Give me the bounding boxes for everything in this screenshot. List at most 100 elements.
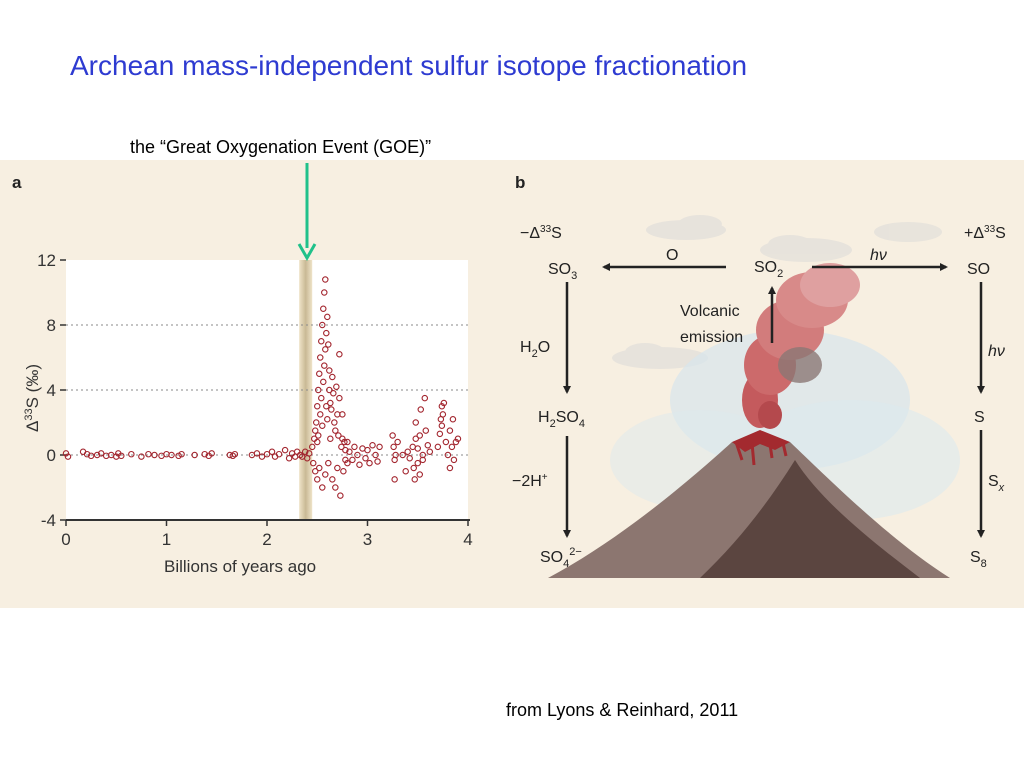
y-tick-label: 8 [47, 316, 56, 335]
panel-b-labels: −Δ33S +Δ33S SO3 SO2 SO O hν hν Volcanic … [512, 224, 1006, 570]
data-point [448, 443, 456, 451]
data-point [414, 445, 421, 452]
so4-label: SO42− [540, 546, 582, 570]
data-point [301, 448, 309, 455]
x-ticks: 0 1 2 3 4 [61, 520, 473, 549]
data-point [93, 451, 101, 459]
so3-sub: 3 [571, 270, 577, 282]
s-label: S [974, 409, 985, 426]
data-point [311, 467, 319, 475]
data-point [426, 448, 434, 455]
data-point [258, 453, 266, 460]
s8-label: S8 [970, 549, 987, 570]
data-point [438, 403, 446, 410]
so-label: SO [967, 261, 990, 278]
y-tick-label: -4 [41, 511, 56, 530]
x-tick-label: 3 [363, 530, 372, 549]
data-point [414, 459, 421, 467]
data-point [372, 451, 379, 459]
panel-b-label: b [515, 173, 525, 192]
pos-delta-sup: 33 [984, 224, 996, 235]
data-point [344, 459, 351, 467]
data-point [324, 415, 331, 423]
so2-label: SO2 [754, 259, 783, 280]
hv-label-top: hν [870, 247, 887, 264]
data-point [339, 435, 346, 442]
data-point [444, 451, 452, 459]
data-point [318, 338, 325, 345]
neg-delta-prefix: −Δ [520, 225, 540, 242]
data-point [317, 411, 324, 418]
s8-sub: 8 [981, 558, 987, 570]
pos-delta-label: +Δ33S [964, 224, 1006, 242]
reaction-arrows [563, 263, 985, 538]
data-point [342, 456, 349, 464]
h2o-sub: 2 [532, 348, 538, 360]
data-point [449, 415, 457, 423]
x-tick-label: 4 [463, 530, 472, 549]
sx-sub: x [998, 482, 1005, 494]
x-axis-title: Billions of years ago [164, 557, 316, 576]
data-point [402, 467, 409, 475]
data-points [62, 276, 462, 499]
volcanic-line-2: emission [680, 329, 743, 346]
data-point [374, 458, 381, 465]
data-point [320, 305, 327, 313]
so4-text: SO [540, 549, 563, 566]
neg-delta-sup: 33 [540, 224, 552, 235]
data-point [308, 443, 316, 451]
data-point [311, 427, 319, 434]
data-point [83, 450, 91, 458]
data-point [118, 452, 125, 460]
data-point [422, 427, 430, 434]
x-tick-label: 2 [262, 530, 271, 549]
s8-text: S [970, 549, 981, 566]
data-point [309, 459, 317, 467]
data-point [340, 467, 347, 475]
data-point [313, 476, 321, 483]
data-point [339, 411, 346, 418]
data-point [327, 435, 334, 442]
sx-text: S [988, 473, 999, 490]
data-point [329, 476, 336, 483]
so3-text: SO [548, 261, 571, 278]
data-point [318, 394, 325, 402]
gridlines [66, 324, 468, 456]
data-point [333, 383, 340, 391]
data-point [326, 386, 333, 394]
data-point [97, 450, 105, 457]
data-point [369, 441, 376, 449]
data-point [341, 438, 348, 446]
data-point [351, 443, 358, 451]
data-point [391, 476, 398, 483]
panel-a-label: a [12, 173, 22, 192]
data-point [145, 450, 152, 458]
data-point [313, 438, 321, 446]
data-point [312, 419, 320, 426]
data-point [356, 461, 363, 468]
h2so4-a: H [538, 409, 550, 426]
data-point [362, 454, 369, 462]
goe-caption: the “Great Oxygenation Event (GOE)” [130, 137, 432, 157]
data-point [406, 454, 413, 462]
data-point [412, 435, 419, 442]
h2o-label: H2O [520, 339, 550, 360]
data-point [421, 394, 429, 402]
data-point [319, 422, 326, 429]
so2-text: SO [754, 259, 777, 276]
data-point [313, 403, 321, 410]
data-point [446, 464, 454, 472]
data-point [434, 443, 442, 451]
data-point [410, 464, 417, 472]
data-point [231, 450, 239, 458]
data-point [323, 329, 330, 337]
data-point [324, 313, 331, 321]
data-point [376, 443, 383, 451]
data-point [392, 451, 399, 459]
minus-2h-sup: + [542, 472, 548, 483]
h2o-a: H [520, 339, 532, 356]
data-point [416, 432, 424, 439]
data-point [178, 450, 185, 458]
